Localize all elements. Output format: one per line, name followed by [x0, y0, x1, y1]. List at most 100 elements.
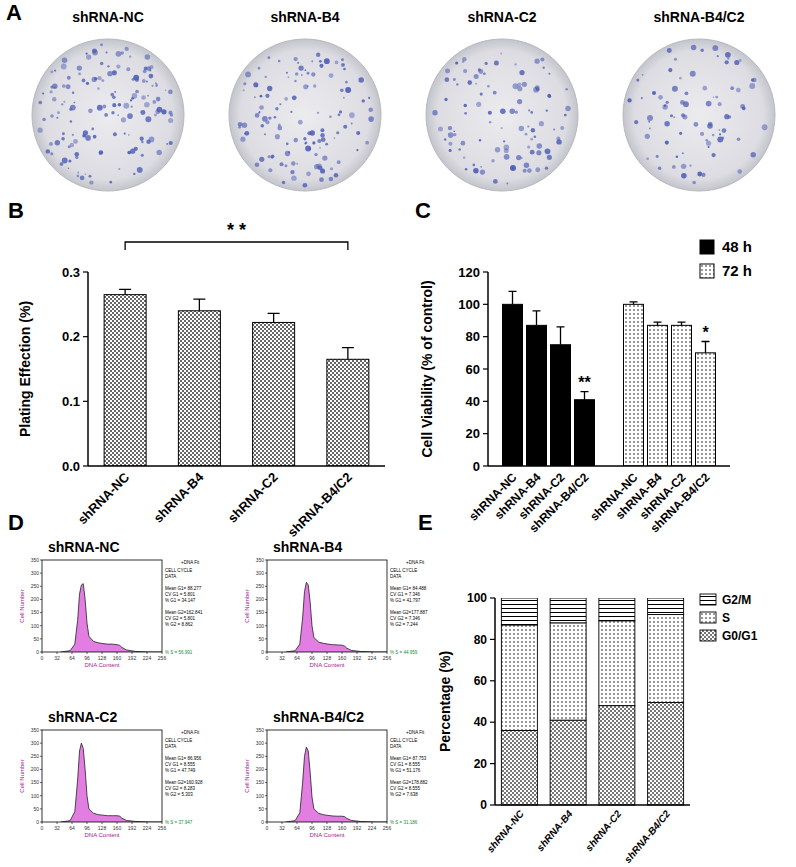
- error-bar: [557, 327, 565, 345]
- colony: [463, 104, 466, 107]
- colony: [74, 152, 79, 157]
- colony: [149, 74, 154, 79]
- colony: [294, 80, 296, 82]
- x-tick-label: shRNA-B4: [150, 469, 207, 526]
- legend-swatch: [700, 240, 714, 254]
- s-phase: % S = 37.947: [165, 820, 193, 825]
- colony: [506, 183, 508, 185]
- histogram-line: [286, 582, 387, 652]
- x-tick-label: 224: [368, 825, 377, 831]
- colony: [715, 96, 718, 99]
- colony: [514, 63, 516, 65]
- colony: [165, 89, 167, 91]
- stat: % G1 = 51.176: [390, 768, 421, 773]
- colony: [285, 151, 290, 156]
- stat: Mean G2=178.882: [390, 780, 428, 785]
- x-tick-label: 32: [54, 655, 60, 661]
- colony: [525, 133, 528, 136]
- colony: [258, 67, 261, 70]
- bar-segment: [501, 598, 537, 625]
- colony: [462, 57, 466, 61]
- error-bar: [581, 392, 589, 400]
- colony: [664, 121, 669, 126]
- colony: [286, 72, 288, 74]
- histogram-fill: [61, 743, 162, 822]
- y-tick: [265, 795, 267, 796]
- plot-area: [61, 584, 162, 652]
- x-tick-label: 224: [143, 655, 152, 661]
- colony: [334, 137, 336, 139]
- colony: [713, 96, 715, 98]
- colony: [453, 130, 455, 132]
- colony: [130, 99, 132, 101]
- colony: [676, 155, 678, 157]
- y-tick-label: 150: [31, 609, 40, 615]
- colony: [536, 150, 541, 155]
- colony: [68, 167, 70, 169]
- y-tick: [483, 271, 488, 272]
- s-phase: % S = 56.991: [165, 650, 193, 655]
- error-bar: [342, 348, 354, 360]
- colony: [142, 79, 146, 83]
- y-tick: [483, 433, 488, 434]
- panel-letter: C: [415, 198, 431, 223]
- error-bar: [509, 291, 517, 304]
- colony: [141, 141, 143, 143]
- colony: [362, 99, 365, 102]
- colony: [341, 58, 344, 61]
- colony: [722, 128, 727, 133]
- colony: [636, 79, 639, 82]
- colony: [297, 62, 299, 64]
- colony: [668, 68, 672, 72]
- y-tick-label: 200: [256, 596, 265, 602]
- colony: [658, 166, 662, 170]
- colony: [88, 175, 91, 178]
- colony: [271, 154, 274, 157]
- colony: [564, 114, 567, 117]
- x-tick-label: 192: [128, 825, 137, 831]
- colony: [100, 43, 103, 46]
- x-tick-label: 32: [279, 825, 285, 831]
- colony: [448, 126, 452, 130]
- bar-segment: [599, 706, 635, 805]
- stat: CV G1 = 7.346: [390, 592, 420, 597]
- y-tick: [490, 763, 495, 764]
- colony: [156, 97, 161, 102]
- colony: [305, 69, 307, 71]
- colony: [50, 152, 53, 155]
- x-tick-label: 64: [294, 825, 300, 831]
- well: [32, 39, 184, 191]
- well-label: shRNA-NC: [72, 9, 144, 25]
- colony: [762, 124, 768, 130]
- colony: [69, 108, 72, 111]
- colony: [89, 180, 93, 184]
- y-axis-label: Cell Number: [19, 589, 25, 622]
- colony: [73, 139, 78, 144]
- y-tick: [265, 599, 267, 600]
- colony: [706, 141, 711, 146]
- colony: [672, 86, 678, 92]
- subplot-title: shRNA-B4/C2: [273, 709, 364, 725]
- x-axis: [495, 804, 690, 806]
- y-tick-label: 300: [31, 740, 40, 746]
- colony: [99, 150, 104, 155]
- colony: [334, 173, 339, 178]
- colony: [548, 95, 552, 99]
- colony: [152, 100, 156, 104]
- colony: [708, 146, 710, 148]
- colony: [268, 155, 271, 158]
- x-tick-label: 224: [368, 655, 377, 661]
- colony: [485, 62, 488, 65]
- colony: [725, 52, 731, 58]
- legend-swatch: [700, 630, 716, 641]
- x-tick-label: shRNA-NC: [75, 469, 133, 527]
- colony: [345, 87, 351, 93]
- x-tick-label: 64: [69, 825, 75, 831]
- colony: [62, 57, 68, 63]
- colony: [313, 84, 316, 87]
- colony: [70, 120, 73, 123]
- stat: CV G1 = 8.555: [390, 762, 420, 767]
- colony: [66, 84, 71, 89]
- colony: [458, 148, 461, 151]
- colony: [280, 162, 284, 166]
